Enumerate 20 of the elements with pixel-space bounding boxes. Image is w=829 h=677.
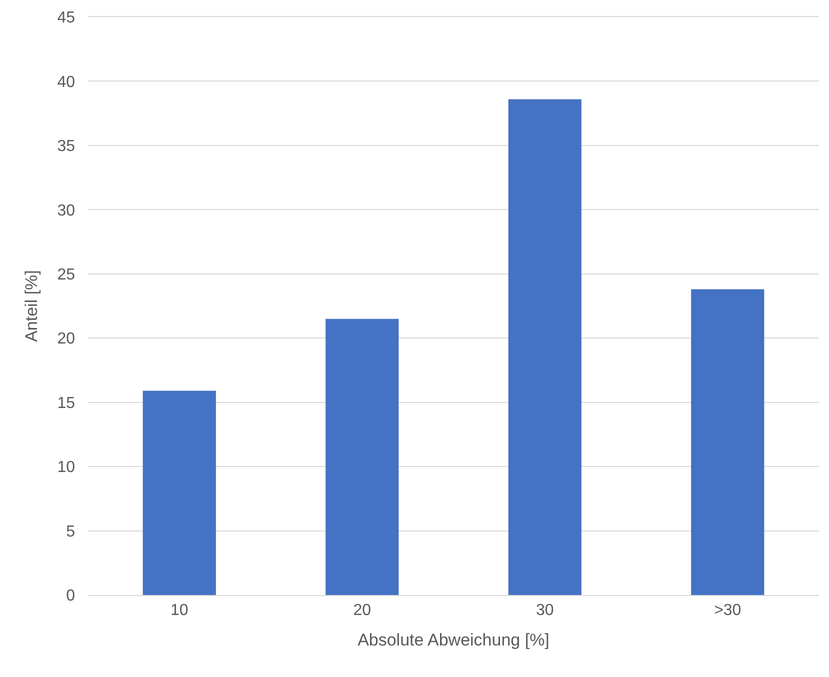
y-tick-label: 10 xyxy=(57,459,76,476)
y-tick-label: 45 xyxy=(57,10,76,27)
y-tick-label: 0 xyxy=(66,588,76,605)
y-tick-label: 20 xyxy=(57,330,76,348)
y-tick-label: 30 xyxy=(57,202,76,220)
x-tick-label: 30 xyxy=(536,602,554,620)
bar xyxy=(691,289,764,595)
x-tick-label: >30 xyxy=(714,602,742,620)
y-axis-title: Anteil [%] xyxy=(22,270,41,342)
bar xyxy=(142,390,216,595)
y-tick-label: 25 xyxy=(57,266,76,284)
x-tick-label: 10 xyxy=(170,602,188,620)
bar xyxy=(508,99,582,595)
bar xyxy=(326,318,399,595)
y-tick-label: 40 xyxy=(57,74,76,91)
x-axis-title: Absolute Abweichung [%] xyxy=(358,630,550,650)
y-tick-label: 5 xyxy=(66,523,76,540)
x-tick-label: 20 xyxy=(353,602,372,620)
y-tick-label: 35 xyxy=(57,138,76,156)
y-tick-label: 15 xyxy=(57,394,76,412)
